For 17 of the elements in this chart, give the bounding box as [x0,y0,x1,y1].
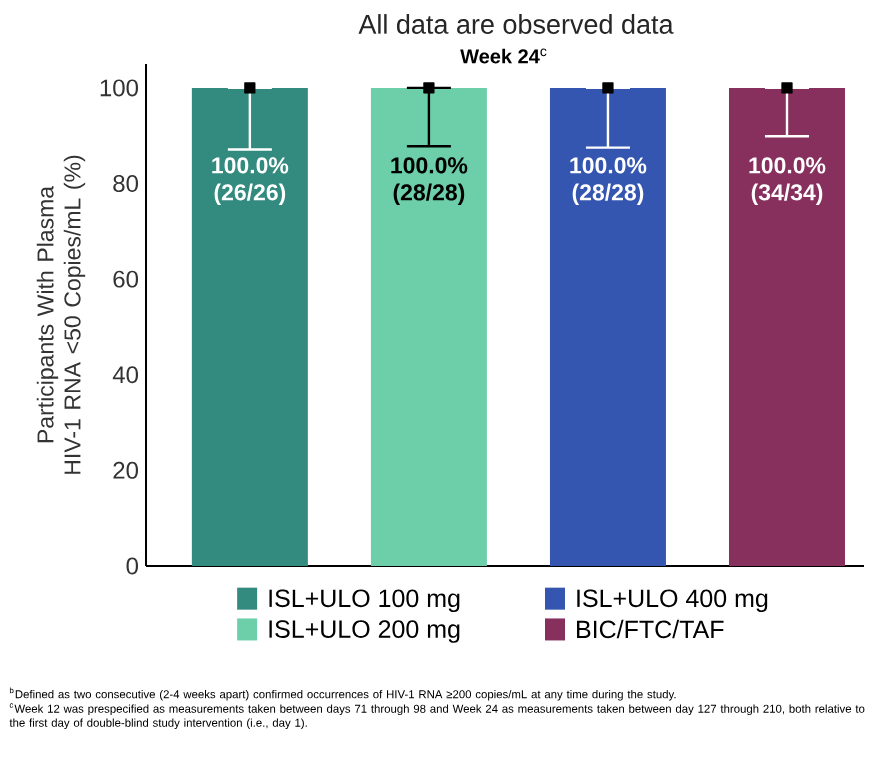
y-tick-label: 0 [126,557,139,575]
data-label: 100.0% (28/28) [570,157,647,206]
legend-label: ISL+ULO 400 mg [577,589,768,613]
chart-title: All data are observed data [358,14,674,34]
y-tick-label: 100 [100,79,139,97]
y-axis-title: Participants With Plasma HIV-1 RNA <50 Copies/mL (%) [36,155,86,474]
data-label: 100.0% (28/28) [391,157,468,206]
y-tick-label: 60 [113,270,139,288]
data-label: 100.0% (34/34) [749,157,826,206]
legend-label: ISL+ULO 100 mg [269,589,460,613]
chart-subtitle: Week 24$^{c}$ [460,48,547,64]
legend-label: ISL+ULO 200 mg [269,620,460,643]
legend-label: BIC/FTC/TAF [577,619,724,639]
y-tick-label: 80 [113,175,139,192]
y-tick-label: 40 [112,366,139,384]
data-label: 100.0% (26/26) [212,157,289,206]
y-tick-label: 20 [113,461,139,479]
